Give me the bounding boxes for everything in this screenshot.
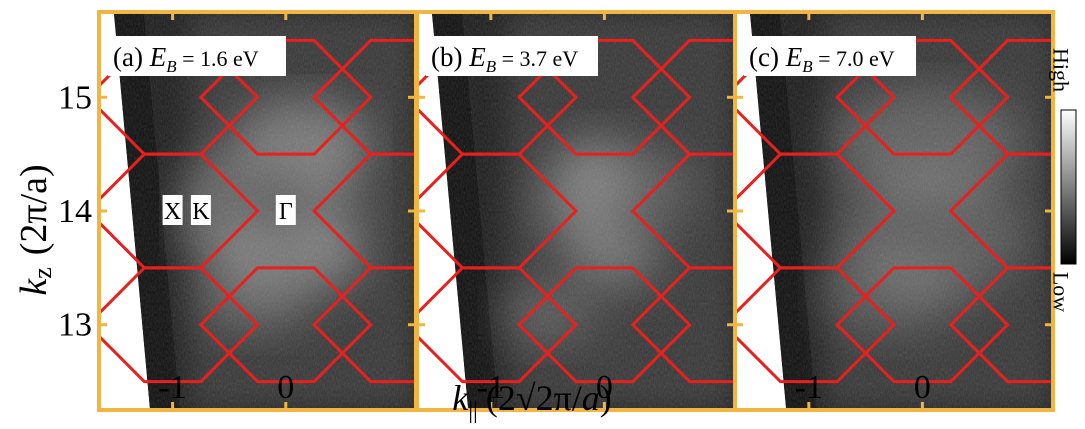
panel-label: (c) EB = 7.0 eV: [744, 36, 916, 76]
panel-eb-value: = 7.0 eV: [813, 46, 895, 71]
x-axis-label-main: k: [452, 378, 469, 418]
panel-3: (c) EB = 7.0 eV: [733, 10, 1055, 412]
bz-hexagon: [630, 266, 735, 384]
svg-text:Γ: Γ: [279, 199, 293, 225]
panel-label-box: [108, 36, 286, 76]
svg-text:(b) EB = 3.7 eV: (b) EB = 3.7 eV: [431, 42, 578, 76]
colorbar: High Low: [1049, 48, 1077, 312]
svg-text:X: X: [164, 199, 181, 225]
panel-letter: (b): [431, 42, 469, 72]
y-axis-label-unit: (2π/a): [13, 164, 55, 255]
bz-hexagon: [198, 38, 373, 156]
bz-hexagon: [948, 38, 1053, 156]
svg-text:(a) EB = 1.6 eV: (a) EB = 1.6 eV: [113, 42, 259, 76]
panel-eb-sub: B: [802, 57, 813, 76]
panel-eb-var: E: [785, 42, 803, 72]
x-tick-label: -1: [158, 369, 186, 406]
x-tick-label: 0: [277, 369, 294, 406]
y-axis-label-sub: z: [28, 267, 57, 279]
bz-hexagon: [99, 266, 260, 384]
panel-eb-value: = 3.7 eV: [496, 46, 578, 71]
y-tick-label: 13: [58, 307, 92, 344]
bz-hexagon: [948, 152, 1053, 270]
svg-text:K: K: [192, 199, 210, 225]
svg-text:kz(2π/a): kz (2π/a): [13, 164, 57, 295]
y-tick-label: 14: [58, 193, 92, 230]
panel-1: (a) EB = 1.6 eV X K Γ: [97, 10, 418, 412]
panel-letter: (c): [749, 42, 786, 72]
x-tick-label: -1: [795, 369, 823, 406]
y-axis-label-main: k: [13, 278, 55, 296]
bz-hexagon: [517, 38, 692, 156]
bz-hexagon: [630, 152, 735, 270]
bz-hexagon: [517, 266, 692, 384]
x-axis-label-unit-pre: (2√2π/: [486, 378, 582, 418]
panel-2: (b) EB = 3.7 eV: [415, 10, 737, 412]
panel-eb-sub: B: [486, 57, 497, 76]
panel-label-box: [744, 36, 916, 76]
bz-hexagon: [198, 266, 373, 384]
panel-letter: (a): [113, 42, 150, 72]
x-tick-label: 0: [914, 369, 931, 406]
bz-hexagon: [835, 38, 1010, 156]
panel-eb-sub: B: [166, 57, 177, 76]
y-tick-label: 15: [58, 79, 92, 116]
x-tick-label: 0: [596, 369, 613, 406]
colorbar-low-label: Low: [1049, 272, 1074, 312]
panel-label: (b) EB = 3.7 eV: [426, 36, 598, 76]
bz-hexagon: [311, 152, 416, 270]
x-axis-label-unit-post: ): [600, 378, 612, 418]
bz-boundaries: [735, 38, 1053, 384]
bz-hexagon: [835, 266, 1010, 384]
panel-eb-var: E: [468, 42, 486, 72]
panel-eb-var: E: [149, 42, 167, 72]
bz-hexagon: [417, 266, 579, 384]
colorbar-gradient: [1060, 109, 1077, 265]
x-axis-label-unit-var: a: [582, 378, 600, 418]
panel-label-box: [426, 36, 598, 76]
bz-hexagon: [948, 266, 1053, 384]
x-axis-label: k|| (2√2π/a): [452, 378, 612, 424]
panels-layer: (a) EB = 1.6 eVX K Γ(b) EB = 3.7 eV (c) EB …: [97, 10, 1055, 412]
panel-label: (a) EB = 1.6 eV: [108, 36, 286, 76]
svg-text:(c) EB = 7.0 eV: (c) EB = 7.0 eV: [749, 42, 895, 76]
svg-text:k||(2√2π/a): k|| (2√2π/a): [452, 378, 612, 424]
panel-eb-value: = 1.6 eV: [177, 46, 259, 71]
bz-hexagon: [311, 38, 416, 156]
x-tick-label: -1: [477, 369, 505, 406]
bz-hexagon: [311, 266, 416, 384]
colorbar-high-label: High: [1049, 48, 1074, 92]
bz-hexagon: [735, 266, 897, 384]
axes-layer: -1 0 -1 0 -1 0 13 14 15: [58, 79, 931, 406]
x-axis-label-sub: ||: [468, 398, 478, 424]
symmetry-point-k: K: [190, 195, 211, 225]
bz-hexagon: [630, 38, 735, 156]
symmetry-point-x: X: [162, 195, 183, 225]
symmetry-point-gamma: Γ: [275, 195, 296, 225]
y-axis-label: kz (2π/a): [13, 164, 57, 295]
